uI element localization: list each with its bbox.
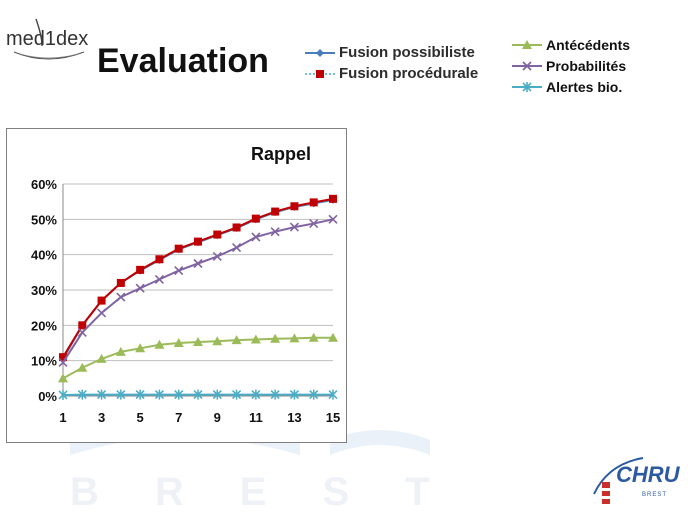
data-point [213,231,221,239]
data-point [329,195,337,203]
legend-label: Alertes bio. [546,79,622,95]
data-point [58,373,68,382]
x-tick-label: 5 [137,410,144,425]
x-marker-icon [512,59,542,73]
chru-text: CHRU [616,462,681,487]
data-point [233,223,241,231]
data-point [175,245,183,253]
square-marker-icon [305,67,335,81]
y-tick-label: 40% [31,248,57,263]
logo-text: med1dex [6,28,88,51]
triangle-marker-icon [512,38,542,52]
legend-label: Fusion procédurale [339,65,478,82]
legend-right: Antécédents Probabilités Alertes bio. [512,34,630,97]
y-tick-label: 0% [38,389,57,404]
y-tick-label: 20% [31,318,57,333]
data-point [155,255,163,263]
legend-item-fusion-procedurale: Fusion procédurale [305,63,478,84]
x-tick-label: 11 [249,410,263,425]
series-line [63,200,333,359]
data-point [117,279,125,287]
y-tick-label: 30% [31,283,57,298]
data-point [136,284,144,292]
legend-label: Fusion possibiliste [339,44,475,61]
data-point [155,275,163,283]
legend-label: Antécédents [546,37,630,53]
diamond-marker-icon [305,46,335,60]
x-tick-label: 9 [214,410,221,425]
data-point [78,321,86,329]
data-point [233,244,241,252]
data-point [98,297,106,305]
x-tick-label: 15 [326,410,340,425]
legend-item-alertes-bio: Alertes bio. [512,76,630,97]
meddex-logo: med1dex [6,16,90,62]
x-tick-label: 3 [98,410,105,425]
data-point [194,238,202,246]
watermark-text: BREST [70,470,486,514]
legend-item-antecedents: Antécédents [512,34,630,55]
data-point [77,363,87,372]
x-tick-label: 7 [175,410,182,425]
data-point [290,202,298,210]
data-point [117,293,125,301]
data-point [136,266,144,274]
data-point [252,215,260,223]
page-title: Evaluation [97,42,269,81]
data-point [98,309,106,317]
star-marker-icon [512,80,542,94]
y-tick-label: 10% [31,354,57,369]
chart-title: Rappel [251,144,311,164]
chru-logo-mark: CHRU BREST [588,454,683,514]
legend-left: Fusion possibiliste Fusion procédurale [305,42,478,84]
x-tick-label: 1 [59,410,66,425]
data-point [271,208,279,216]
y-tick-label: 60% [31,177,57,192]
series-line [63,199,333,357]
y-tick-label: 50% [31,212,57,227]
legend-label: Probabilités [546,58,626,74]
data-point [78,328,86,336]
legend-item-fusion-possibiliste: Fusion possibiliste [305,42,478,63]
series-ant-c-dents [58,333,338,383]
series-alertes-bio- [59,390,337,400]
x-tick-label: 13 [287,410,301,425]
chru-logo: CHRU BREST [588,454,683,514]
data-point [310,198,318,206]
legend-item-probabilites: Probabilités [512,55,630,76]
chru-subtext: BREST [642,492,667,498]
